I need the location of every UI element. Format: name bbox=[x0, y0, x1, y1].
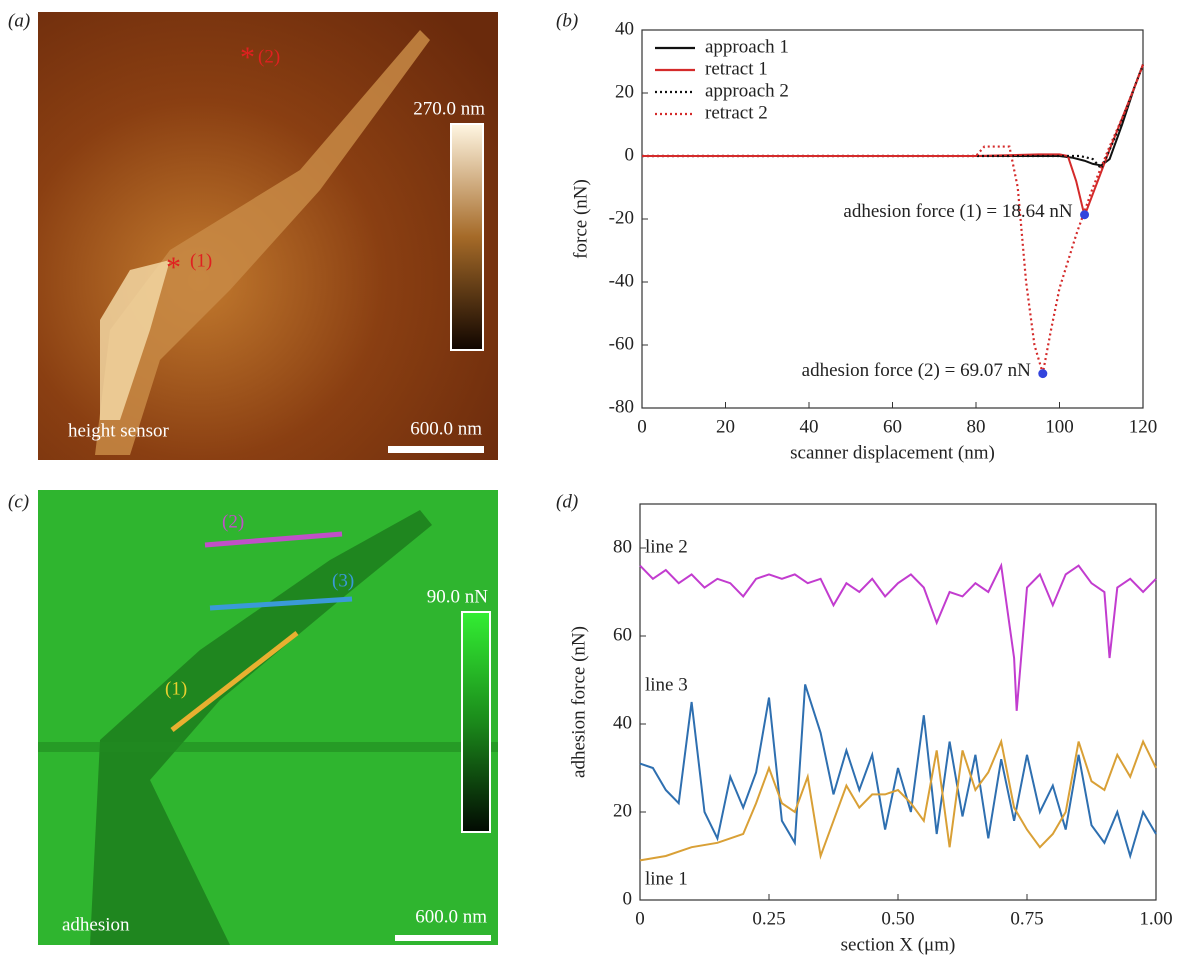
x-axis-label: scanner displacement (nm) bbox=[790, 442, 995, 463]
y-tick-label: 0 bbox=[623, 888, 633, 909]
caption: height sensor bbox=[68, 420, 169, 441]
caption: adhesion bbox=[62, 914, 130, 935]
x-tick-label: 60 bbox=[883, 416, 902, 437]
scale-top: 90.0 nN bbox=[427, 586, 489, 607]
color-scale bbox=[461, 611, 491, 833]
fiber-bright bbox=[100, 260, 170, 420]
scale-bar-label: 600.0 nm bbox=[415, 906, 487, 927]
scale-top: 270.0 nm bbox=[413, 98, 485, 119]
x-tick-label: 1.00 bbox=[1139, 908, 1172, 929]
marker: (1) bbox=[190, 250, 212, 271]
series-label: line 2 bbox=[645, 536, 688, 557]
y-tick-label: 40 bbox=[613, 712, 632, 733]
x-tick-label: 0.50 bbox=[881, 908, 914, 929]
panel-label: (a) bbox=[8, 10, 30, 31]
series-label: line 3 bbox=[645, 674, 688, 695]
x-tick-label: 0 bbox=[635, 908, 645, 929]
y-tick-label: 60 bbox=[613, 624, 632, 645]
section-line bbox=[209, 596, 353, 611]
fiber bbox=[95, 30, 430, 455]
scale-bar bbox=[388, 446, 484, 453]
legend-label: approach 2 bbox=[705, 80, 789, 101]
series-line bbox=[642, 64, 1145, 374]
line-label: (3) bbox=[332, 570, 354, 591]
adhesion-point bbox=[1080, 210, 1090, 220]
series-line bbox=[639, 562, 1157, 711]
scan-artifact bbox=[38, 742, 498, 752]
series-line bbox=[639, 738, 1157, 862]
adhesion-point bbox=[1038, 369, 1048, 379]
asterisk: * bbox=[240, 41, 255, 74]
x-tick-label: 0.25 bbox=[752, 908, 785, 929]
x-tick-label: 120 bbox=[1129, 416, 1158, 437]
asterisk: * bbox=[166, 251, 181, 284]
section-line bbox=[204, 531, 343, 548]
x-tick-label: 40 bbox=[800, 416, 819, 437]
legend-label: retract 1 bbox=[705, 58, 768, 79]
x-tick-label: 0.75 bbox=[1010, 908, 1043, 929]
scale-bar bbox=[395, 935, 491, 941]
marker: (2) bbox=[258, 46, 280, 67]
x-tick-label: 0 bbox=[637, 416, 647, 437]
line-label: (1) bbox=[165, 678, 187, 699]
panel-label: (d) bbox=[556, 491, 578, 512]
line-label: (2) bbox=[222, 511, 244, 532]
y-tick-label: -40 bbox=[609, 270, 634, 291]
legend-label: retract 2 bbox=[705, 102, 768, 123]
color-scale bbox=[450, 123, 484, 351]
fiber bbox=[90, 510, 432, 945]
y-axis-label: adhesion force (nN) bbox=[568, 626, 589, 778]
series-label: line 1 bbox=[645, 868, 688, 889]
y-tick-label: 20 bbox=[613, 800, 632, 821]
legend-label: approach 1 bbox=[705, 36, 789, 57]
series-line bbox=[639, 684, 1157, 860]
panel-label: (c) bbox=[8, 491, 29, 512]
point-label: adhesion force (2) = 69.07 nN bbox=[802, 360, 1031, 381]
y-tick-label: 0 bbox=[625, 144, 635, 165]
y-axis-label: force (nN) bbox=[570, 179, 591, 259]
panel-label: (b) bbox=[556, 10, 578, 31]
y-tick-label: -20 bbox=[609, 207, 634, 228]
y-tick-label: -80 bbox=[609, 396, 634, 417]
x-tick-label: 20 bbox=[716, 416, 735, 437]
scale-bar-label: 600.0 nm bbox=[410, 418, 482, 439]
section-line bbox=[170, 631, 299, 732]
y-tick-label: 40 bbox=[615, 18, 634, 39]
y-tick-label: 20 bbox=[615, 81, 634, 102]
y-tick-label: -60 bbox=[609, 333, 634, 354]
point-label: adhesion force (1) = 18.64 nN bbox=[843, 201, 1072, 222]
y-tick-label: 80 bbox=[613, 536, 632, 557]
x-axis-label: section X (μm) bbox=[841, 934, 956, 955]
x-tick-label: 80 bbox=[967, 416, 986, 437]
x-tick-label: 100 bbox=[1045, 416, 1074, 437]
